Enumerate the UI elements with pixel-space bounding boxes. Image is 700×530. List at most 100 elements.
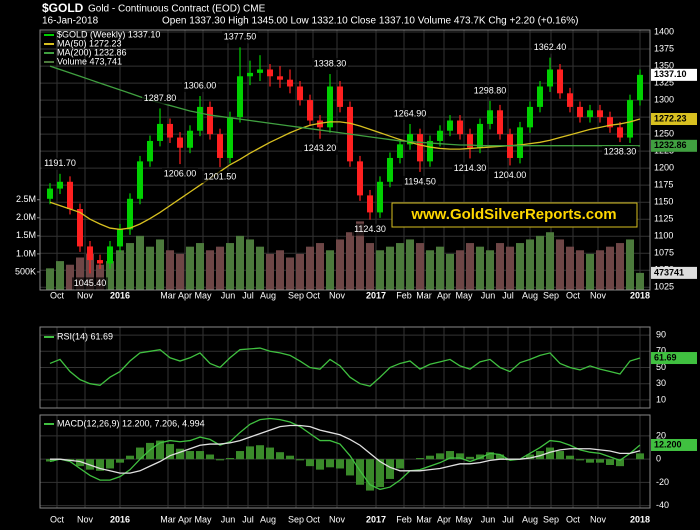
overlay: OctOctNovNov20162016MarMarAprAprMayMayJu… bbox=[15, 26, 697, 524]
annotation-bg bbox=[312, 58, 348, 71]
x-tick-label: May bbox=[194, 290, 212, 300]
volume-bar bbox=[336, 239, 344, 290]
candle-body bbox=[297, 86, 303, 101]
y-tick-label: 1350 bbox=[654, 60, 674, 70]
candle-body bbox=[617, 127, 623, 138]
volume-bar bbox=[366, 243, 374, 290]
macd-histogram-bar bbox=[416, 458, 424, 460]
volume-bar bbox=[616, 243, 624, 290]
value-tag-label: 473741 bbox=[654, 267, 684, 277]
macd-histogram-bar bbox=[196, 451, 204, 460]
price-annotation: 1124.30 bbox=[354, 224, 386, 234]
x-tick-label: Nov bbox=[590, 514, 607, 524]
volume-bar bbox=[596, 250, 604, 290]
y-tick-label: 1025 bbox=[654, 282, 674, 292]
macd-tick-label: -20 bbox=[656, 477, 669, 487]
legend-label: MA(200) 1232.86 bbox=[57, 47, 127, 57]
macd-histogram-bar bbox=[556, 451, 564, 460]
price-annotation: 1298.80 bbox=[474, 85, 507, 95]
volume-bar bbox=[316, 243, 324, 290]
macd-histogram-bar bbox=[176, 448, 184, 460]
rsi-frame bbox=[39, 326, 651, 409]
macd-histogram-bar bbox=[616, 459, 624, 467]
x-tick-label: Nov bbox=[590, 290, 607, 300]
annotation-bg bbox=[182, 80, 218, 93]
price-annotation: 1287.80 bbox=[144, 93, 177, 103]
volume-bar bbox=[116, 250, 124, 290]
macd-histogram-bar bbox=[586, 459, 594, 463]
volume-bar bbox=[56, 261, 64, 290]
price-annotation: 1201.50 bbox=[204, 172, 237, 182]
watermark: www.GoldSilverReports.com bbox=[410, 206, 616, 223]
candle-body bbox=[167, 123, 173, 138]
macd-histogram-bar bbox=[76, 459, 84, 467]
y-tick-label: 1075 bbox=[654, 248, 674, 258]
volume-tick-label: 500K bbox=[15, 266, 36, 276]
candle-body bbox=[257, 69, 263, 73]
value-tag bbox=[651, 139, 697, 152]
rsi-legend: RSI(14) 61.69 bbox=[57, 331, 113, 341]
legend-label: Volume 473,741 bbox=[57, 56, 122, 66]
x-tick-label: Feb bbox=[396, 514, 412, 524]
value-tag bbox=[651, 266, 697, 279]
x-tick-label: Aug bbox=[260, 290, 276, 300]
macd-histogram-bar bbox=[346, 459, 354, 476]
macd-histogram-bar bbox=[576, 459, 584, 461]
volume-bar bbox=[66, 264, 74, 290]
macd-histogram-bar bbox=[46, 459, 54, 462]
volume-tick-label: 1.0M bbox=[16, 248, 36, 258]
macd-histogram-bar bbox=[206, 454, 214, 460]
x-tick-label: Jul bbox=[242, 290, 254, 300]
volume-bar bbox=[476, 246, 484, 290]
value-tag bbox=[651, 438, 697, 451]
rsi-tick-label: 70 bbox=[656, 346, 666, 356]
macd-histogram-bar bbox=[276, 452, 284, 460]
annotation-bg bbox=[602, 146, 638, 159]
macd-histogram-bar bbox=[246, 446, 254, 460]
macd-histogram-bar bbox=[386, 459, 394, 479]
volume-bar bbox=[286, 257, 294, 290]
macd-histogram-bar bbox=[426, 455, 434, 460]
volume-bar bbox=[306, 246, 314, 290]
macd-histogram-bar bbox=[526, 454, 534, 460]
volume-bar bbox=[266, 253, 274, 290]
volume-bar bbox=[426, 250, 434, 290]
macd-tick-label: 20 bbox=[656, 430, 666, 440]
volume-tick-label: 2.5M bbox=[16, 194, 36, 204]
volume-bar bbox=[506, 246, 514, 290]
candle-body bbox=[177, 137, 183, 148]
macd-line bbox=[49, 417, 641, 491]
x-tick-label: May bbox=[455, 514, 473, 524]
x-tick-label: Nov bbox=[329, 290, 346, 300]
macd-histogram-bar bbox=[336, 459, 344, 469]
annotation-bg bbox=[42, 157, 78, 170]
candle-body bbox=[137, 161, 143, 199]
x-tick-label: Aug bbox=[260, 514, 276, 524]
y-tick-label: 1325 bbox=[654, 77, 674, 87]
annotation-bg bbox=[472, 84, 508, 97]
candle-body bbox=[627, 100, 633, 138]
date: 16-Jan-2018 bbox=[42, 16, 99, 27]
candle-body bbox=[97, 260, 103, 264]
volume-bar bbox=[496, 243, 504, 290]
y-tick-label: 1125 bbox=[654, 214, 673, 224]
marks bbox=[46, 47, 644, 491]
price-annotation: 1214.30 bbox=[454, 163, 487, 173]
volume-bar bbox=[296, 253, 304, 290]
macd-tick-label: 0 bbox=[656, 454, 661, 464]
volume-bar bbox=[246, 239, 254, 290]
candle-body bbox=[477, 123, 483, 148]
annotation-bg bbox=[162, 168, 198, 181]
volume-bar bbox=[576, 250, 584, 290]
volume-bar bbox=[556, 239, 564, 290]
candle-body bbox=[547, 69, 553, 87]
macd-histogram-bar bbox=[356, 459, 364, 485]
y-tick-label: 1300 bbox=[654, 94, 674, 104]
candle-body bbox=[117, 229, 123, 247]
volume-bar bbox=[136, 235, 144, 290]
x-tick-label: Oct bbox=[566, 290, 581, 300]
price-annotation: 1338.30 bbox=[314, 58, 347, 68]
candle-body bbox=[307, 100, 313, 121]
candle-body bbox=[317, 120, 323, 128]
macd-histogram-bar bbox=[226, 458, 234, 460]
